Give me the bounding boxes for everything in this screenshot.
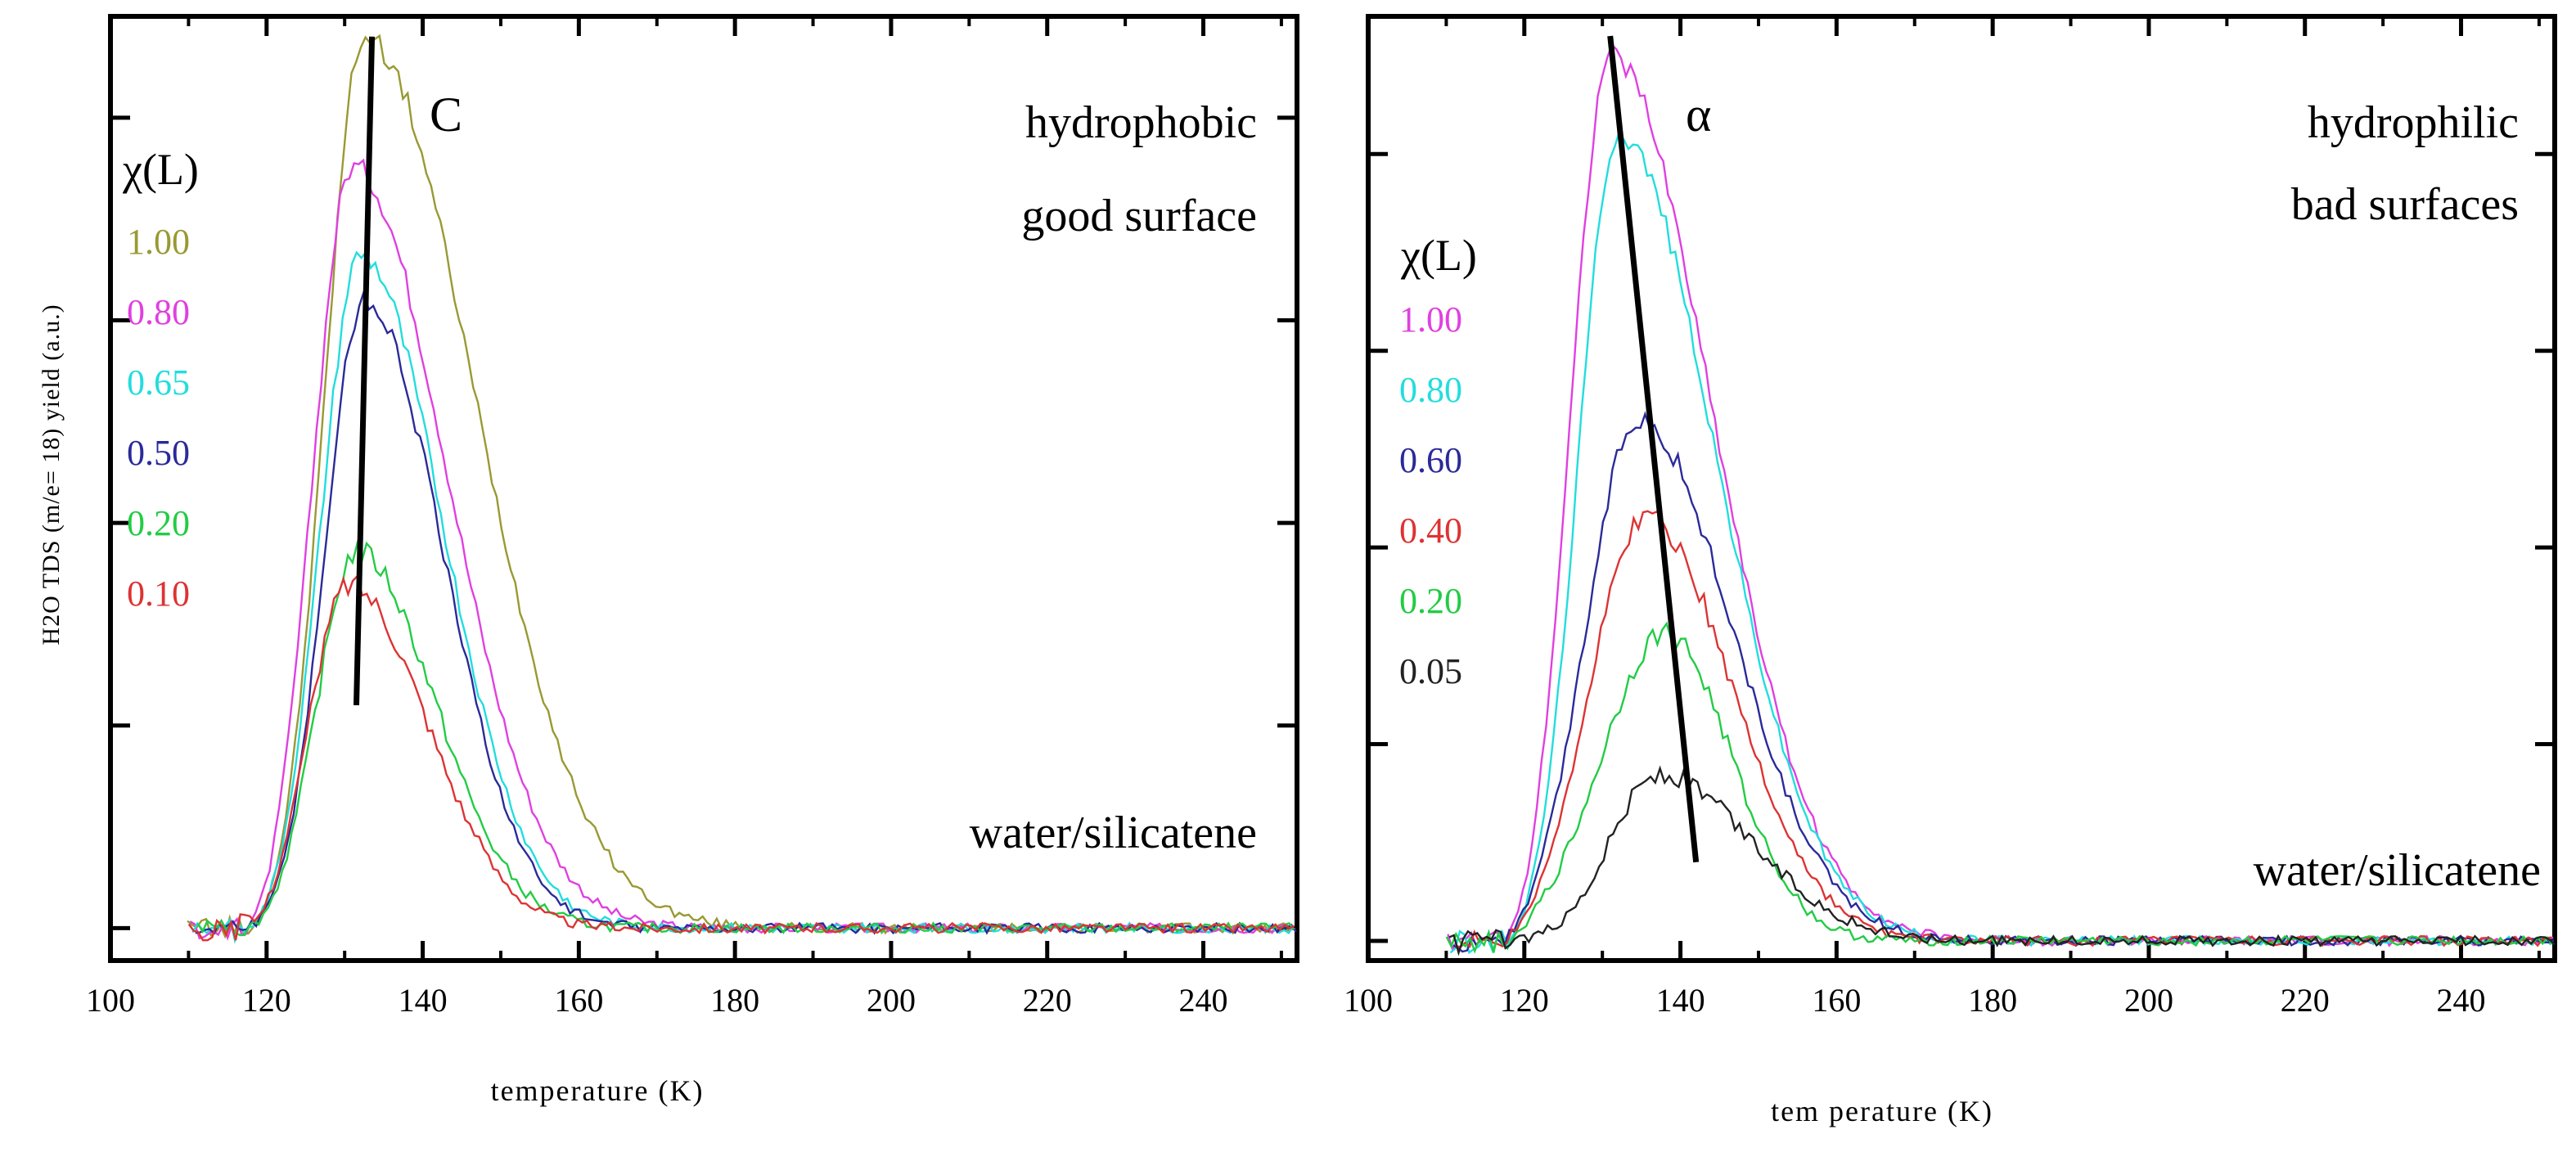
legend-item-0.65: 0.65 — [127, 362, 190, 403]
legend-item-0.50: 0.50 — [127, 433, 190, 473]
series-0.05-line — [1448, 765, 2556, 956]
x-tick-label: 140 — [399, 982, 448, 1019]
left-legend: 1.00 0.80 0.65 0.50 0.20 0.10 — [127, 222, 190, 614]
right-annotation-line1: hydrophilic — [2308, 97, 2519, 148]
legend-item-0.60: 0.60 — [1399, 440, 1462, 480]
x-tick-label: 240 — [2437, 982, 2486, 1019]
right-plot-frame — [1366, 14, 2557, 963]
left-panel: 100 120 140 160 180 200 220 240 C hydrophobic g… — [38, 14, 1299, 1107]
right-curves — [1445, 43, 2556, 956]
legend-item-0.80: 0.80 — [1399, 370, 1462, 410]
x-tick-label: 120 — [242, 982, 291, 1019]
left-peak-trend-line — [353, 36, 376, 706]
right-annotation-line2: bad surfaces — [2291, 179, 2519, 230]
legend-item-0.20: 0.20 — [127, 503, 190, 543]
series-1.00-line — [187, 34, 1294, 939]
right-panel: 100 120 140 160 180 200 220 240 α hydrophilic b… — [1344, 14, 2557, 1127]
x-tick-label: 100 — [86, 982, 135, 1019]
left-plot-frame — [108, 14, 1299, 963]
right-x-ticks: 100 120 140 160 180 200 220 240 — [1344, 16, 2541, 1019]
x-tick-label: 160 — [1812, 982, 1861, 1019]
left-annotation-line2: good surface — [1021, 191, 1257, 241]
x-tick-label: 200 — [2124, 982, 2173, 1019]
left-x-ticks: 100 120 140 160 180 200 220 240 — [86, 16, 1283, 1019]
series-0.20-line — [1445, 621, 2553, 954]
x-tick-label: 180 — [710, 982, 759, 1019]
series-0.10-line — [187, 574, 1295, 942]
x-tick-label: 160 — [554, 982, 603, 1019]
left-x-axis-title: temperature (K) — [491, 1074, 705, 1107]
right-legend: 1.00 0.80 0.60 0.40 0.20 0.05 — [1399, 299, 1462, 691]
series-0.20-line — [196, 539, 1295, 937]
x-tick-label: 220 — [1023, 982, 1072, 1019]
right-bottom-annotation: water/silicatene — [2254, 845, 2541, 896]
legend-item-1.00: 1.00 — [127, 222, 190, 262]
right-peak-trend-line — [1607, 35, 1700, 863]
x-tick-label: 120 — [1500, 982, 1549, 1019]
x-tick-label: 140 — [1656, 982, 1705, 1019]
left-bottom-annotation: water/silicatene — [970, 808, 1257, 858]
right-marker-label: α — [1686, 88, 1711, 142]
x-tick-label: 240 — [1179, 982, 1228, 1019]
legend-item-0.05: 0.05 — [1399, 651, 1462, 691]
legend-item-1.00: 1.00 — [1399, 299, 1462, 340]
left-marker-label: C — [430, 88, 462, 142]
left-y-axis-title: H2O TDS (m/e= 18) yield (a.u.) — [38, 304, 65, 645]
legend-item-0.40: 0.40 — [1399, 511, 1462, 551]
x-tick-label: 180 — [1968, 982, 2017, 1019]
left-annotation-line1: hydrophobic — [1025, 97, 1257, 148]
legend-item-0.80: 0.80 — [127, 292, 190, 332]
right-x-axis-title: tem perature (K) — [1771, 1095, 1993, 1127]
left-legend-title: χ(L) — [122, 145, 199, 194]
x-tick-label: 220 — [2281, 982, 2330, 1019]
legend-item-0.20: 0.20 — [1399, 581, 1462, 621]
x-tick-label: 100 — [1344, 982, 1393, 1019]
legend-item-0.10: 0.10 — [127, 574, 190, 614]
left-curves — [187, 34, 1297, 944]
x-tick-label: 200 — [867, 982, 916, 1019]
right-y-ticks — [1368, 151, 2555, 943]
right-legend-title: χ(L) — [1400, 231, 1477, 280]
